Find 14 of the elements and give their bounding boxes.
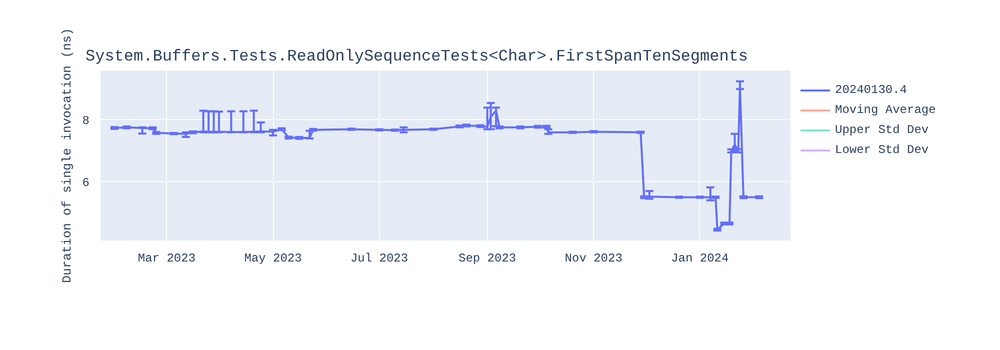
- x-tick-label: May 2023: [244, 252, 302, 266]
- x-tick-label: Mar 2023: [138, 252, 196, 266]
- chart-title: System.Buffers.Tests.ReadOnlySequenceTests<Char>.FirstSpanTenSegments: [86, 48, 748, 66]
- legend-label: Upper Std Dev: [835, 123, 929, 137]
- x-tick-label: Jul 2023: [350, 252, 408, 266]
- y-axis-title: Duration of single invocation (ns): [60, 28, 74, 284]
- legend-label: 20240130.4: [835, 83, 908, 97]
- x-tick-label: Nov 2023: [564, 252, 622, 266]
- legend-label: Moving Average: [835, 103, 936, 117]
- y-tick-label: 6: [82, 176, 90, 190]
- x-tick-label: Sep 2023: [458, 252, 516, 266]
- legend-label: Lower Std Dev: [835, 143, 929, 157]
- x-tick-label: Jan 2024: [671, 252, 729, 266]
- y-tick-label: 8: [82, 114, 90, 128]
